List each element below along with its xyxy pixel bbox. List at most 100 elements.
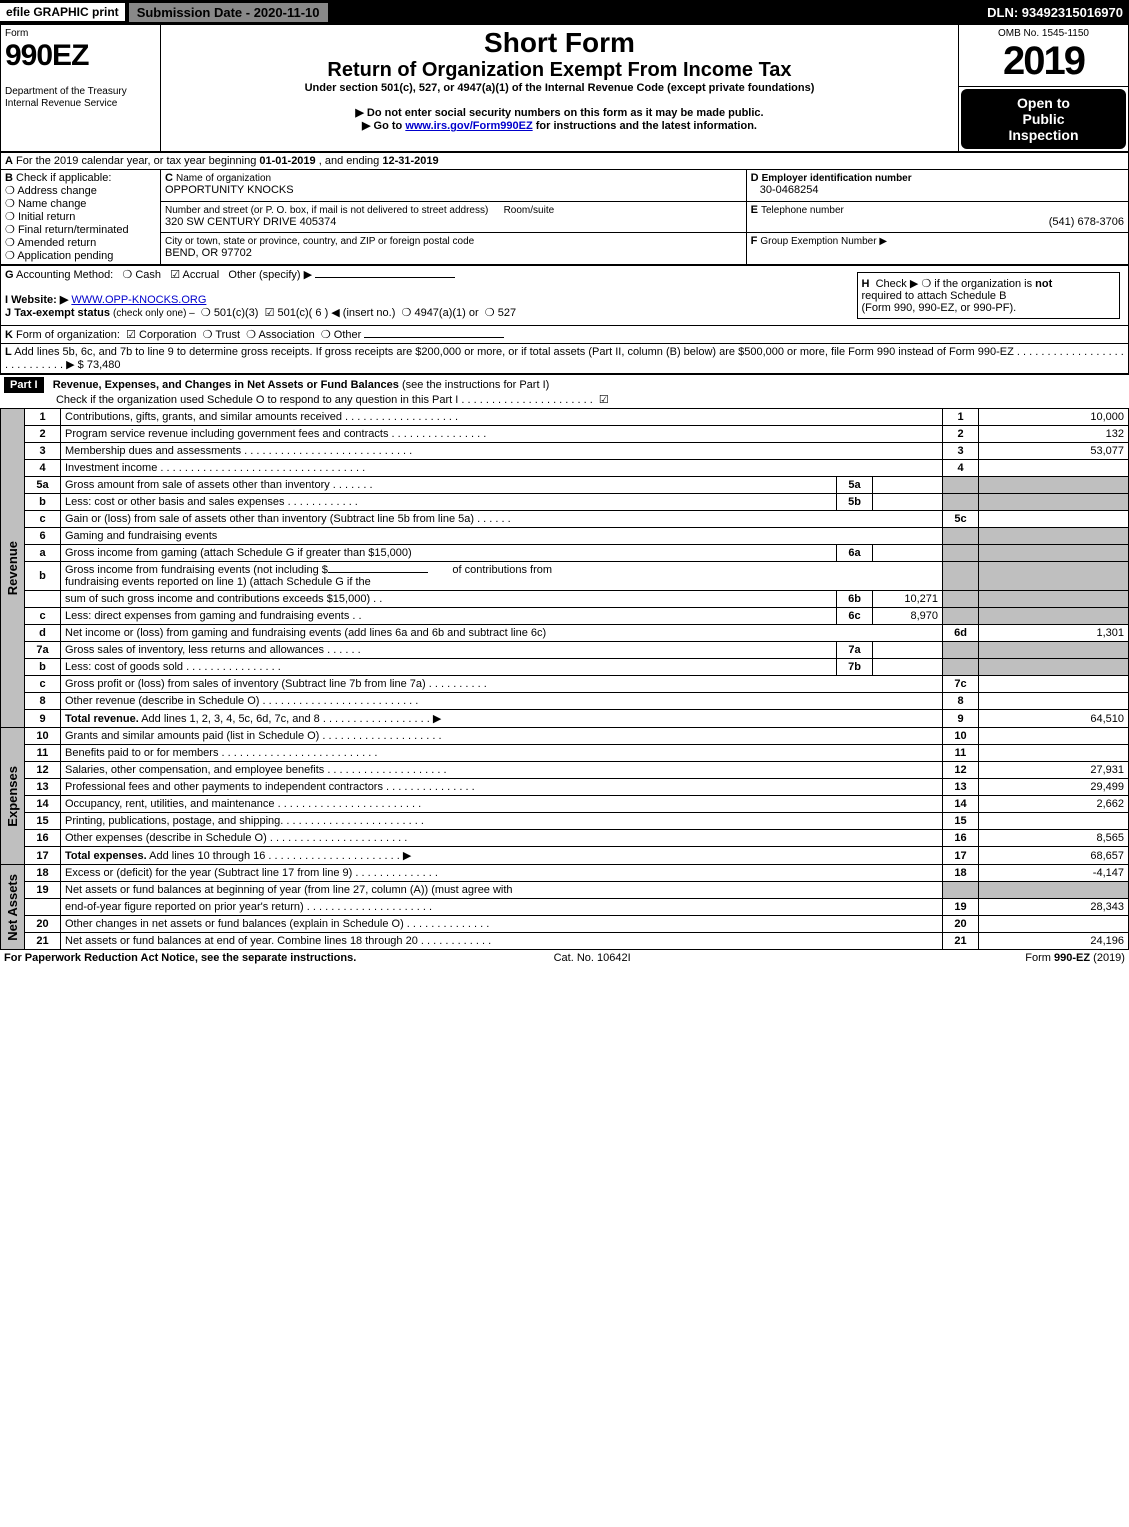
line-12-num: 12	[25, 762, 61, 779]
line-14-text: Occupancy, rent, utilities, and maintena…	[61, 796, 943, 813]
line-20-text: Other changes in net assets or fund bala…	[61, 916, 943, 933]
shade	[943, 494, 979, 511]
shade	[979, 608, 1129, 625]
line-1-val: 10,000	[979, 409, 1129, 426]
line-2-num: 2	[25, 426, 61, 443]
part-i-label: Part I	[4, 377, 44, 393]
shade	[943, 545, 979, 562]
ty-end: 12-31-2019	[382, 155, 438, 167]
b-opt-2[interactable]: Initial return	[18, 211, 75, 223]
b-opt-1[interactable]: Name change	[18, 198, 87, 210]
line-7c-num: c	[25, 676, 61, 693]
line-19-text2: end-of-year figure reported on prior yea…	[61, 899, 943, 916]
dln: DLN: 93492315016970	[987, 5, 1129, 20]
line-13-num: 13	[25, 779, 61, 796]
efile-label[interactable]: efile GRAPHIC print	[0, 3, 125, 21]
line-13-text: Professional fees and other payments to …	[61, 779, 943, 796]
line-19-num2: 19	[943, 899, 979, 916]
line-6a-text: Gross income from gaming (attach Schedul…	[61, 545, 837, 562]
title-return: Return of Organization Exempt From Incom…	[165, 59, 954, 82]
line-7b-num: b	[25, 659, 61, 676]
h-not: not	[1035, 278, 1052, 290]
part-i-checkbox[interactable]: ☑	[599, 394, 609, 406]
line-20-num2: 20	[943, 916, 979, 933]
line-17-val: 68,657	[979, 847, 1129, 865]
line-16-num2: 16	[943, 830, 979, 847]
line-5a-num: 5a	[25, 477, 61, 494]
line-7b-ival	[873, 659, 943, 676]
form-header: Form 990EZ Department of the Treasury In…	[0, 24, 1129, 152]
shade	[979, 545, 1129, 562]
j-o2[interactable]: 501(c)( 6 ) ◀ (insert no.)	[278, 307, 396, 319]
g-cash[interactable]: Cash	[135, 269, 161, 281]
shade	[943, 882, 979, 899]
dept-1: Department of the Treasury	[5, 86, 127, 97]
shade	[943, 591, 979, 608]
section-a: A For the 2019 calendar year, or tax yea…	[0, 152, 1129, 265]
line-a-mid: , and ending	[316, 155, 383, 167]
k-o3[interactable]: Association	[258, 329, 314, 341]
line-6b-text: Gross income from fundraising events (no…	[61, 562, 943, 591]
irs-link[interactable]: www.irs.gov/Form990EZ	[405, 120, 532, 132]
line-15-num2: 15	[943, 813, 979, 830]
line-9-text: Total revenue. Add lines 1, 2, 3, 4, 5c,…	[61, 710, 943, 728]
footer: For Paperwork Reduction Act Notice, see …	[0, 950, 1129, 966]
line-6-text: Gaming and fundraising events	[61, 528, 943, 545]
b-opt-3[interactable]: Final return/terminated	[18, 224, 129, 236]
netassets-side-label: Net Assets	[5, 874, 20, 941]
j-o3[interactable]: 4947(a)(1) or	[414, 307, 478, 319]
line-5a-ilabel: 5a	[837, 477, 873, 494]
g-accrual[interactable]: Accrual	[183, 269, 220, 281]
line-2-val: 132	[979, 426, 1129, 443]
line-6d-val: 1,301	[979, 625, 1129, 642]
shade	[979, 882, 1129, 899]
k-o2[interactable]: Trust	[215, 329, 240, 341]
line-7a-text: Gross sales of inventory, less returns a…	[61, 642, 837, 659]
g-other[interactable]: Other (specify) ▶	[228, 269, 312, 281]
k-o4[interactable]: Other	[334, 329, 362, 341]
line-10-val	[979, 728, 1129, 745]
part-i-check-line: Check if the organization used Schedule …	[56, 394, 593, 406]
footer-right: Form 990-EZ (2019)	[1025, 952, 1125, 964]
line-6a-ilabel: 6a	[837, 545, 873, 562]
line-18-num2: 18	[943, 865, 979, 882]
shade	[943, 477, 979, 494]
topbar: efile GRAPHIC print Submission Date - 20…	[0, 0, 1129, 24]
line-6a-ival	[873, 545, 943, 562]
line-8-val	[979, 693, 1129, 710]
line-15-text: Printing, publications, postage, and shi…	[61, 813, 943, 830]
f-label: Group Exemption Number ▶	[760, 236, 887, 247]
line-15-num: 15	[25, 813, 61, 830]
k-label: Form of organization:	[16, 329, 120, 341]
j-label: Tax-exempt status	[14, 307, 110, 319]
tax-year: 2019	[963, 39, 1124, 84]
line-16-val: 8,565	[979, 830, 1129, 847]
line-19-val: 28,343	[979, 899, 1129, 916]
line-14-val: 2,662	[979, 796, 1129, 813]
shade	[943, 608, 979, 625]
shade	[979, 494, 1129, 511]
j-o1[interactable]: 501(c)(3)	[214, 307, 259, 319]
ein: 30-0468254	[760, 184, 819, 196]
line-18-num: 18	[25, 865, 61, 882]
b-opt-0[interactable]: Address change	[17, 185, 97, 197]
line-13-val: 29,499	[979, 779, 1129, 796]
line-3-val: 53,077	[979, 443, 1129, 460]
website-link[interactable]: WWW.OPP-KNOCKS.ORG	[71, 294, 206, 306]
line-6b-text2: sum of such gross income and contributio…	[61, 591, 837, 608]
b-opt-4[interactable]: Amended return	[17, 237, 96, 249]
line-14-num2: 14	[943, 796, 979, 813]
line-6b-num: b	[25, 562, 61, 591]
part-i-table: Revenue 1 Contributions, gifts, grants, …	[0, 408, 1129, 950]
address: 320 SW CENTURY DRIVE 405374	[165, 216, 336, 228]
j-o4[interactable]: 527	[498, 307, 516, 319]
line-10-text: Grants and similar amounts paid (list in…	[61, 728, 943, 745]
line-16-num: 16	[25, 830, 61, 847]
line-17-num: 17	[25, 847, 61, 865]
b-opt-5[interactable]: Application pending	[17, 250, 113, 262]
line-9-val: 64,510	[979, 710, 1129, 728]
line-6-num: 6	[25, 528, 61, 545]
line-6c-ilabel: 6c	[837, 608, 873, 625]
line-8-text: Other revenue (describe in Schedule O) .…	[61, 693, 943, 710]
k-o1[interactable]: Corporation	[139, 329, 196, 341]
